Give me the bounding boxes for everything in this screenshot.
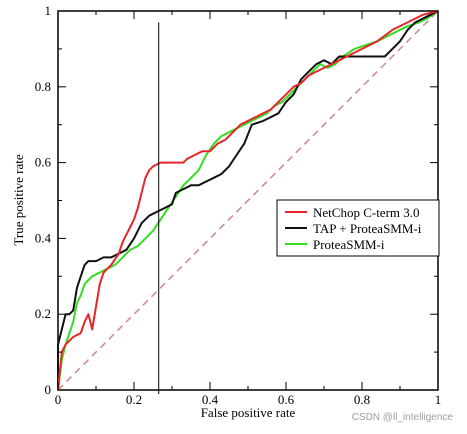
legend-label: ProteaSMM-i: [313, 237, 385, 252]
x-tick-label: 0.4: [202, 392, 219, 407]
series-line-tap-proteasmm-i: [57, 10, 439, 390]
x-tick-label: 0.2: [126, 392, 142, 407]
x-tick-label: 0: [55, 392, 62, 407]
x-axis-label: False positive rate: [201, 405, 296, 420]
series-line-netchop-c-term-3-0: [57, 10, 439, 391]
x-tick-label: 1: [435, 392, 442, 407]
series-layer: [57, 10, 439, 391]
y-tick-label: 0.4: [35, 230, 52, 245]
legend-label: TAP + ProteaSMM-i: [313, 221, 422, 236]
y-tick-label: 0: [45, 382, 52, 397]
x-tick-label: 0.8: [354, 392, 370, 407]
x-tick-label: 0.6: [278, 392, 295, 407]
legend-label: NetChop C-term 3.0: [313, 205, 420, 220]
y-tick-label: 1: [45, 3, 52, 18]
series-line-diagonal-reference: [57, 10, 439, 391]
watermark-text: CSDN @ll_intelligence: [351, 412, 453, 423]
y-tick-label: 0.2: [35, 306, 51, 321]
ticks-layer: 00 0.2 0.2 0.4 0.4 0.6 0.6 0.8 0.8 1 1: [35, 3, 442, 407]
y-axis-label: True positive rate: [11, 154, 26, 245]
y-tick-label: 0.6: [35, 155, 52, 170]
y-tick-label: 0.8: [35, 79, 51, 94]
